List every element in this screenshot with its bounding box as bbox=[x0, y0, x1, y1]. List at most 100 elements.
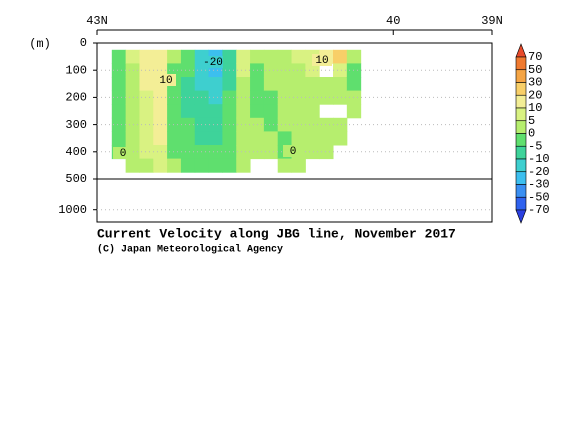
velocity-cell bbox=[291, 63, 306, 78]
velocity-cell bbox=[180, 131, 196, 146]
velocity-cell bbox=[250, 104, 265, 119]
contour-label-bg bbox=[113, 147, 133, 159]
velocity-cell bbox=[277, 158, 293, 173]
velocity-cell bbox=[305, 145, 320, 160]
contour-label: 10 bbox=[159, 75, 172, 87]
velocity-cell bbox=[319, 117, 334, 132]
velocity-cell bbox=[180, 77, 196, 92]
velocity-cell bbox=[277, 104, 293, 119]
velocity-cell bbox=[153, 158, 168, 173]
velocity-cell bbox=[346, 77, 362, 92]
velocity-cell bbox=[305, 77, 320, 92]
y-tick-label: 400 bbox=[65, 145, 87, 159]
colorbar-label: 20 bbox=[528, 88, 542, 102]
velocity-cell bbox=[263, 145, 279, 160]
velocity-cell bbox=[153, 117, 168, 132]
velocity-cell bbox=[153, 49, 168, 64]
velocity-cell bbox=[263, 117, 279, 132]
velocity-cell bbox=[305, 131, 320, 146]
velocity-cell bbox=[291, 117, 306, 132]
colorbar-segment bbox=[515, 107, 527, 122]
velocity-cell bbox=[194, 77, 210, 92]
colorbar-segment bbox=[515, 120, 527, 134]
velocity-cell bbox=[236, 145, 251, 160]
velocity-cell bbox=[111, 104, 127, 119]
velocity-cell bbox=[305, 117, 320, 132]
colorbar-label: 5 bbox=[528, 114, 535, 128]
velocity-cell bbox=[153, 145, 168, 160]
velocity-cell bbox=[333, 90, 348, 105]
velocity-cell bbox=[167, 49, 182, 64]
velocity-cell bbox=[208, 131, 223, 146]
contour-label-bg bbox=[312, 54, 332, 66]
velocity-cell bbox=[125, 49, 140, 64]
velocity-cell bbox=[153, 90, 168, 105]
velocity-cell bbox=[111, 63, 127, 78]
contour-label-bg bbox=[203, 56, 223, 68]
velocity-cell bbox=[139, 63, 154, 78]
velocity-cell bbox=[167, 131, 182, 146]
velocity-cell bbox=[277, 131, 293, 146]
velocity-cell bbox=[111, 131, 127, 146]
velocity-cell bbox=[139, 158, 154, 173]
y-tick-label: 500 bbox=[65, 172, 87, 186]
velocity-cell bbox=[236, 63, 251, 78]
velocity-cell bbox=[167, 117, 182, 132]
colorbar-label: -30 bbox=[528, 178, 550, 192]
velocity-cell bbox=[208, 117, 223, 132]
velocity-cell bbox=[250, 49, 265, 64]
velocity-cell bbox=[277, 77, 293, 92]
colorbar-segment bbox=[515, 171, 527, 185]
chart-title: Current Velocity along JBG line, Novembe… bbox=[97, 226, 456, 241]
velocity-cell bbox=[222, 49, 237, 64]
velocity-cell bbox=[222, 131, 237, 146]
velocity-cell bbox=[139, 145, 154, 160]
velocity-cell bbox=[139, 90, 154, 105]
velocity-cell bbox=[291, 158, 306, 173]
velocity-cell bbox=[208, 145, 223, 160]
contour-label-bg bbox=[283, 145, 303, 157]
contour-label: -20 bbox=[203, 57, 223, 69]
velocity-cell bbox=[139, 117, 154, 132]
velocity-cell bbox=[125, 117, 140, 132]
velocity-cell bbox=[139, 131, 154, 146]
colorbar-segment bbox=[515, 184, 527, 198]
velocity-cell bbox=[236, 158, 251, 173]
contour-label-bg bbox=[156, 74, 176, 86]
velocity-cell bbox=[333, 117, 348, 132]
velocity-cell bbox=[319, 77, 334, 92]
velocity-cell bbox=[139, 104, 154, 119]
velocity-cell bbox=[125, 63, 140, 78]
colorbar-segment bbox=[515, 94, 527, 109]
velocity-cell bbox=[180, 145, 196, 160]
velocity-cell bbox=[167, 158, 182, 173]
velocity-cell bbox=[236, 90, 251, 105]
velocity-cell bbox=[277, 63, 293, 78]
velocity-cell bbox=[277, 49, 293, 64]
velocity-cell bbox=[111, 77, 127, 92]
y-tick-label: 200 bbox=[65, 91, 87, 105]
velocity-cell bbox=[346, 104, 362, 119]
velocity-cell bbox=[139, 77, 154, 92]
velocity-cell bbox=[236, 49, 251, 64]
colorbar-label: 0 bbox=[528, 127, 535, 141]
velocity-cell bbox=[346, 49, 362, 64]
velocity-cell bbox=[263, 90, 279, 105]
velocity-cell bbox=[333, 77, 348, 92]
velocity-cell bbox=[291, 90, 306, 105]
velocity-cell bbox=[167, 63, 182, 78]
velocity-cell bbox=[153, 131, 168, 146]
velocity-cell bbox=[194, 158, 210, 173]
velocity-cell bbox=[305, 90, 320, 105]
velocity-cell bbox=[125, 104, 140, 119]
colorbar-segment bbox=[515, 196, 527, 211]
velocity-cell bbox=[236, 117, 251, 132]
velocity-cell bbox=[139, 49, 154, 64]
velocity-cell bbox=[167, 104, 182, 119]
velocity-cell bbox=[222, 77, 237, 92]
velocity-cell bbox=[125, 90, 140, 105]
velocity-cell bbox=[167, 90, 182, 105]
x-tick-label: 40 bbox=[386, 14, 400, 28]
colorbar-segment bbox=[515, 69, 527, 83]
